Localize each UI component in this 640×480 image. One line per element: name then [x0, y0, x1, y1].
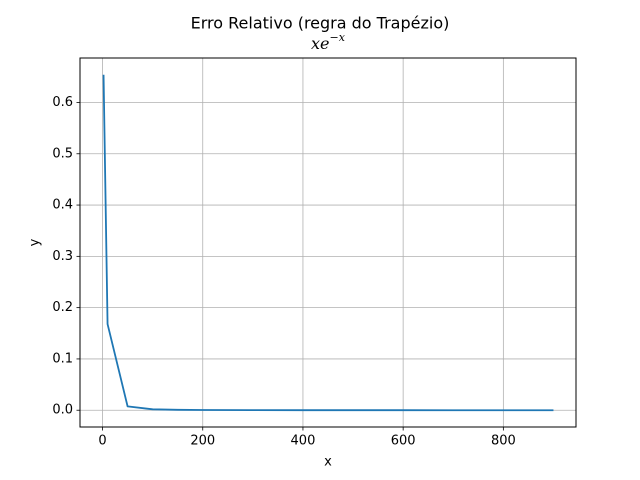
y-tick-label: 0.5 [52, 146, 73, 161]
y-tick-label: 0.1 [52, 351, 73, 366]
x-tick-label: 600 [391, 434, 416, 449]
x-axis-label: x [324, 455, 332, 470]
y-tick-label: 0.4 [52, 198, 73, 213]
x-tick-label: 200 [190, 434, 215, 449]
y-tick-label: 0.6 [52, 95, 73, 110]
y-axis-label: y [28, 238, 43, 246]
plot-frame [79, 57, 577, 428]
x-tick-label: 0 [98, 434, 106, 449]
series-layer [102, 74, 554, 412]
x-axis: 0 200 400 600 800 [98, 427, 516, 449]
x-tick-label: 400 [291, 434, 316, 449]
subtitle-base: xe [311, 34, 330, 53]
chart-title: Erro Relativo (regra do Trapézio) [191, 14, 450, 33]
subtitle-exponent: −x [330, 31, 346, 44]
y-axis: 0.0 0.1 0.2 0.3 0.4 0.5 0.6 [52, 95, 80, 418]
chart-subtitle: xe−x [311, 31, 346, 53]
series-line [102, 74, 554, 412]
x-tick-label: 800 [491, 434, 516, 449]
y-tick-label: 0.3 [52, 249, 73, 264]
y-tick-label: 0.0 [52, 403, 73, 418]
y-tick-label: 0.2 [52, 300, 73, 315]
